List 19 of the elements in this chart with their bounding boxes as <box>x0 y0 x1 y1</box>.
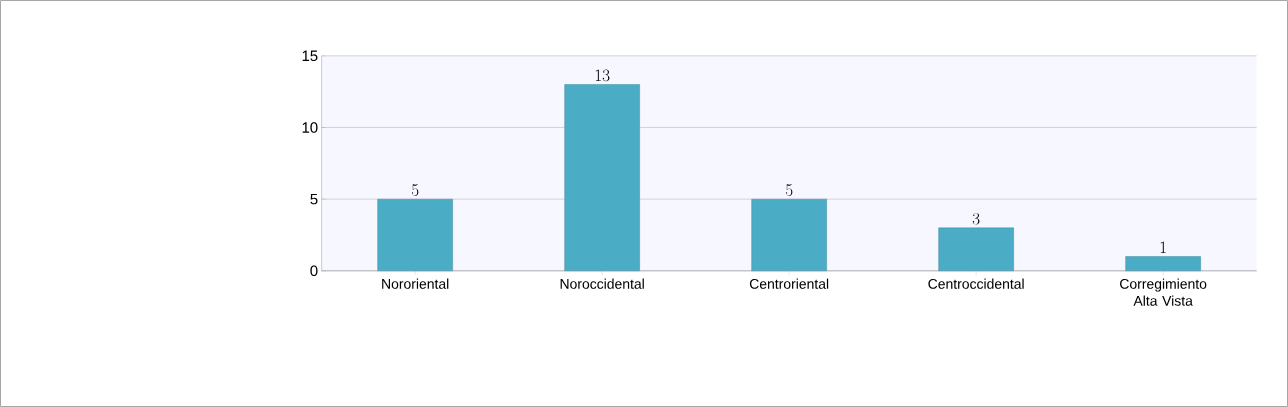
bar <box>377 198 453 272</box>
bar <box>751 198 827 272</box>
x-tick-label: Noroccidental <box>560 278 644 289</box>
data-label: 5 <box>411 184 419 196</box>
y-tick-label: 0 <box>310 265 318 277</box>
data-label: 3 <box>972 212 980 225</box>
x-tick-label: Nororiental <box>382 278 449 289</box>
x-tick-label: Centroccidental <box>928 278 1024 289</box>
data-label: 13 <box>595 69 610 82</box>
bar <box>938 227 1014 272</box>
x-tick-label: Corregimiento Alta Vista <box>1120 278 1207 306</box>
y-tick-label: 10 <box>302 122 318 133</box>
data-label: 1 <box>1160 241 1166 253</box>
bar <box>1125 256 1201 272</box>
data-label: 5 <box>785 184 793 196</box>
x-tick-label: Centroriental <box>749 278 829 289</box>
bar <box>564 84 640 272</box>
y-tick-label: 15 <box>302 50 318 62</box>
y-tick-label: 5 <box>310 193 318 205</box>
